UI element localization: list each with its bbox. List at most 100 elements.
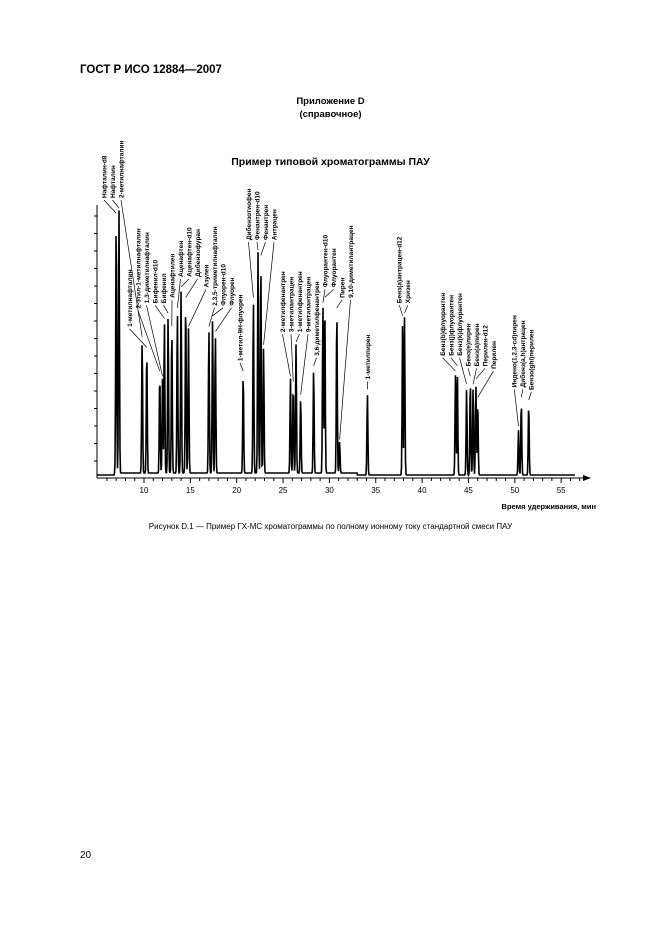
x-tick-label: 30 xyxy=(325,486,334,495)
peak-label: Бенз(а)пирен xyxy=(474,323,481,366)
x-axis-arrow xyxy=(583,475,591,481)
peak-label: Хризен xyxy=(405,280,412,303)
peak-label: Бенз(k)флуорантен xyxy=(457,293,464,356)
peak-leader xyxy=(300,334,309,395)
peak-label: Бенз(а)антрацен-d12 xyxy=(397,236,404,303)
peak-leader xyxy=(477,370,494,398)
peak-label: Дибензофуран xyxy=(194,229,202,277)
peak-label: Бифенил-d10 xyxy=(152,260,159,304)
peak-label: 3,6-диметилфенантрен xyxy=(314,281,321,355)
peak-leader xyxy=(472,368,477,385)
peak-leader xyxy=(185,278,198,298)
peak-leader xyxy=(404,305,409,314)
x-axis-label: Время удерживания, мин xyxy=(502,502,596,511)
chromatogram-trace xyxy=(97,210,575,478)
x-tick-label: 50 xyxy=(510,486,519,495)
peak-label: Флуорантен xyxy=(331,248,338,287)
peak-label: Аценафтилен xyxy=(169,254,176,298)
peak-leader xyxy=(215,307,232,332)
peak-label: Фенантрен-d10 xyxy=(254,191,261,240)
peak-leader xyxy=(248,242,254,298)
peak-leader xyxy=(339,299,351,440)
x-tick-label: 20 xyxy=(232,486,241,495)
peak-label: 1-метилфенантрен xyxy=(297,271,304,332)
peak-label: Нафталин-d8 xyxy=(101,155,108,198)
peak-leader xyxy=(137,310,161,372)
annex-subtitle: (справочное) xyxy=(299,109,362,120)
x-tick-label: 40 xyxy=(418,486,427,495)
peak-leader xyxy=(163,305,169,314)
peak-leader xyxy=(324,289,334,298)
peak-leader xyxy=(336,299,343,309)
peak-label: Перилен-d12 xyxy=(483,325,490,367)
peak-leader xyxy=(467,368,471,377)
peak-leader xyxy=(398,305,403,316)
peak-label: 9-метилантрацен xyxy=(305,277,312,332)
peak-label: Перилен xyxy=(491,341,498,369)
peak-label: Дибензотиофен xyxy=(245,189,253,240)
peak-leader xyxy=(528,391,532,401)
peak-leader xyxy=(520,389,524,398)
peak-label: 9,10-диметилантрацен xyxy=(348,225,355,298)
peak-label: 3-метилантрацен xyxy=(288,277,295,332)
peak-label: Бенз(e)пирен xyxy=(466,323,473,366)
peak-leader xyxy=(442,357,456,372)
peak-label: Бензо(ghi)перилен xyxy=(529,330,536,390)
peak-leader xyxy=(313,357,317,366)
peak-leader xyxy=(322,289,326,303)
peak-label: Фенантрен xyxy=(263,205,270,240)
peak-leader xyxy=(154,304,165,319)
peak-leader xyxy=(263,242,275,345)
peak-label: Нафталин xyxy=(110,165,117,198)
peak-leader xyxy=(450,357,458,367)
peak-leader xyxy=(513,389,519,427)
figure-title: Пример типовой хроматограммы ПАУ xyxy=(231,156,430,168)
peak-leader xyxy=(177,278,181,308)
peak-label: 1-метилнафталин xyxy=(127,269,134,326)
peak-leader xyxy=(188,289,207,327)
peak-label: Дибенз(a,h)антрацен xyxy=(519,320,527,387)
x-tick-label: 45 xyxy=(464,486,473,495)
peak-leader xyxy=(290,334,294,382)
annex-heading: Приложение D (справочное) xyxy=(0,95,661,121)
peak-leader xyxy=(180,278,190,288)
peak-leader xyxy=(112,199,120,209)
peak-label: Флуорантен-d10 xyxy=(322,235,329,288)
peak-label: Пирен xyxy=(339,278,346,298)
peak-leader xyxy=(295,333,300,343)
document-id: ГОСТ Р ИСО 12884—2007 xyxy=(80,64,222,76)
peak-label: Бенз(b)флуорантен xyxy=(440,293,447,356)
peak-leader xyxy=(212,307,224,317)
peak-label: Индено(1,2,3-cd)пирен xyxy=(512,315,519,387)
peak-leader xyxy=(146,305,163,377)
peak-leader xyxy=(282,334,291,377)
peak-label: 2-этил-1-метилнафталин xyxy=(135,228,142,308)
peak-label: 2-метилфенантрен xyxy=(280,271,287,332)
peak-label: 1,3-диметилнафталин xyxy=(144,232,151,303)
x-tick-label: 35 xyxy=(371,486,380,495)
peak-leader xyxy=(103,199,117,214)
peak-label: 2-метилнафталин xyxy=(118,141,125,198)
peak-label: Бифенил xyxy=(161,273,168,303)
x-tick-label: 15 xyxy=(186,486,195,495)
peak-label: 1-метилпирен xyxy=(365,335,372,380)
peak-leader xyxy=(475,368,486,380)
peak-label: Аценафтен-d10 xyxy=(186,227,193,277)
figure-caption: Рисунок D.1 — Пример ГХ-МС хроматограммы… xyxy=(148,522,513,531)
peak-leader xyxy=(260,241,266,256)
peak-label: Флуорен-d10 xyxy=(220,264,227,306)
peak-label: Азулен xyxy=(203,264,210,287)
peak-label: Флуорен xyxy=(229,277,236,305)
x-tick-label: 10 xyxy=(140,486,149,495)
peak-label: Антрацен xyxy=(271,209,278,240)
annex-title: Приложение D xyxy=(296,96,365,107)
peak-label: 2,3,5-триметилнафталин xyxy=(212,226,219,305)
peak-label: Аценафтен xyxy=(178,241,185,277)
peak-leader xyxy=(129,328,148,348)
peak-leader xyxy=(459,357,467,385)
peak-leader xyxy=(120,199,143,337)
peak-leader xyxy=(239,362,244,372)
peak-label: 1-метил-9Н-флуорен xyxy=(237,294,244,361)
